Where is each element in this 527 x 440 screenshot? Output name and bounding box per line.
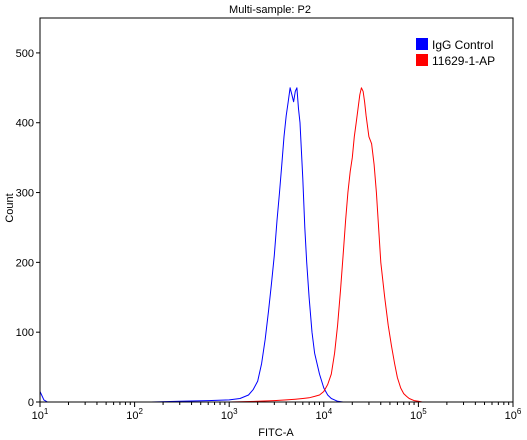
x-tick-label: 105 [410, 407, 427, 422]
x-tick-exponent: 2 [138, 407, 143, 416]
y-tick-label: 400 [16, 118, 34, 130]
y-tick-label: 100 [16, 327, 34, 339]
series-layer [39, 87, 513, 403]
chart-title: Multi-sample: P2 [229, 4, 311, 16]
x-tick-exponent: 5 [422, 407, 427, 416]
series-line-igg-control [39, 87, 513, 403]
legend-label-igg-control: IgG Control [432, 38, 493, 52]
y-axis-ticks: 0 100 200 300 400 500 [16, 48, 40, 409]
x-tick-label: 102 [126, 407, 143, 422]
legend-label-11629-1-ap: 11629-1-AP [432, 54, 495, 68]
legend-swatch-igg-control [416, 38, 428, 50]
x-tick-label: 101 [32, 407, 49, 422]
y-axis-label: Count [4, 193, 16, 222]
x-tick-exponent: 6 [517, 407, 522, 416]
y-tick-label: 0 [28, 397, 34, 409]
x-tick-label: 104 [315, 407, 332, 422]
plot-frame [39, 17, 514, 403]
y-tick-label: 500 [16, 48, 34, 60]
x-tick-label: 106 [505, 407, 522, 422]
x-tick-label: 103 [221, 407, 238, 422]
y-tick-label: 200 [16, 257, 34, 269]
x-tick-exponent: 1 [44, 407, 49, 416]
legend: IgG Control 11629-1-AP [416, 38, 495, 68]
series-line-11629-1-ap [40, 87, 513, 403]
x-axis-label: FITC-A [258, 427, 294, 439]
x-axis-ticks: 101 102 103 104 105 106 [32, 402, 522, 422]
y-tick-label: 300 [16, 188, 34, 200]
x-tick-exponent: 4 [328, 407, 333, 416]
legend-swatch-11629-1-ap [416, 54, 428, 66]
x-tick-exponent: 3 [233, 407, 238, 416]
